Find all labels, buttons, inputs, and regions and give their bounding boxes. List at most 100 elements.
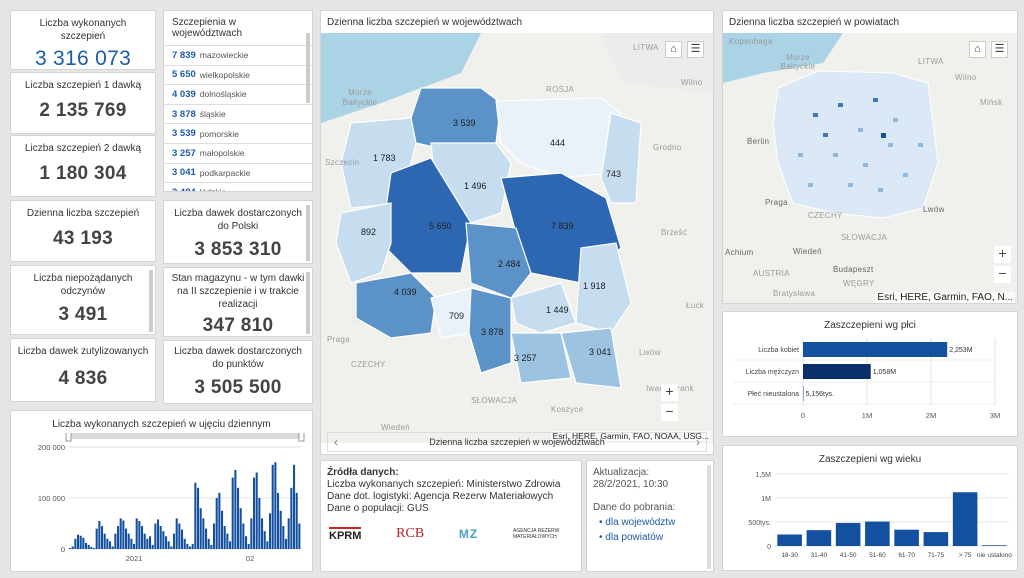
daily-bar[interactable]	[290, 487, 293, 549]
daily-bar[interactable]	[218, 492, 221, 549]
daily-bar[interactable]	[133, 543, 136, 549]
daily-bar[interactable]	[197, 487, 200, 549]
daily-bar[interactable]	[117, 526, 120, 549]
daily-bar[interactable]	[173, 533, 176, 549]
daily-bar[interactable]	[277, 492, 280, 549]
daily-bar[interactable]	[111, 546, 114, 549]
daily-bar[interactable]	[175, 518, 178, 549]
daily-bar[interactable]	[183, 538, 186, 549]
voivodeship-map[interactable]: LITWA Wilno Grodno Brześć Łuck Lwów Iwan…	[321, 33, 713, 443]
home-icon[interactable]: ⌂	[969, 41, 986, 58]
daily-bar[interactable]	[85, 542, 88, 549]
range-slider-handle-right[interactable]	[298, 433, 305, 442]
daily-bar[interactable]	[95, 528, 98, 549]
age-bar[interactable]	[894, 529, 919, 546]
daily-bar[interactable]	[114, 533, 117, 549]
zoom-in-button[interactable]: +	[661, 384, 678, 401]
daily-bar[interactable]	[167, 541, 170, 549]
daily-bar[interactable]	[87, 544, 90, 549]
download-link-voivodeships[interactable]: • dla województw	[599, 517, 676, 528]
daily-bar[interactable]	[226, 533, 229, 549]
daily-bar[interactable]	[157, 519, 160, 549]
daily-bar[interactable]	[165, 536, 168, 549]
home-icon[interactable]: ⌂	[665, 41, 682, 58]
gender-bar[interactable]	[803, 342, 948, 357]
voivodeship-list-item[interactable]: 3 878 śląskie	[164, 105, 312, 125]
link-label[interactable]: dla powiatów	[605, 532, 664, 543]
daily-bar[interactable]	[159, 526, 162, 549]
daily-bar[interactable]	[90, 546, 93, 549]
daily-bar[interactable]	[295, 492, 298, 549]
daily-bar[interactable]	[239, 508, 242, 549]
daily-bar[interactable]	[293, 464, 296, 549]
daily-bar[interactable]	[215, 498, 218, 549]
daily-bar[interactable]	[279, 510, 282, 549]
county-map[interactable]: Kopenhaga LITWA Wilno Mińsk Berlin Praga…	[723, 33, 1017, 303]
daily-bar[interactable]	[205, 528, 208, 549]
age-bar[interactable]	[835, 522, 861, 546]
daily-bar[interactable]	[255, 472, 258, 550]
chevron-left-icon[interactable]: ‹	[334, 435, 338, 449]
daily-bar[interactable]	[141, 526, 144, 549]
daily-bar[interactable]	[231, 477, 234, 549]
daily-bar[interactable]	[285, 538, 288, 549]
daily-bar[interactable]	[298, 523, 301, 550]
age-bar[interactable]	[952, 492, 978, 546]
daily-bar[interactable]	[146, 538, 149, 549]
link-label[interactable]: dla województw	[605, 517, 676, 528]
zoom-out-button[interactable]: −	[661, 404, 678, 421]
daily-bar[interactable]	[143, 533, 146, 549]
daily-bar[interactable]	[207, 538, 210, 549]
voivodeship-list-item[interactable]: 3 257 małopolskie	[164, 144, 312, 164]
daily-bar[interactable]	[237, 487, 240, 549]
daily-bar[interactable]	[210, 544, 213, 549]
daily-bar[interactable]	[109, 541, 112, 549]
daily-bar[interactable]	[229, 541, 232, 549]
voivodeship-list-item[interactable]: 3 041 podkarpackie	[164, 164, 312, 184]
daily-bar[interactable]	[82, 537, 85, 549]
daily-bar[interactable]	[71, 546, 74, 549]
age-bar[interactable]	[865, 521, 890, 546]
daily-bar[interactable]	[74, 538, 77, 549]
daily-bar[interactable]	[162, 531, 165, 549]
zoom-out-button[interactable]: −	[994, 266, 1011, 283]
daily-bar[interactable]	[271, 464, 274, 549]
daily-bar[interactable]	[269, 513, 272, 549]
voivodeship-list-item[interactable]: 4 039 dolnośląskie	[164, 85, 312, 105]
daily-bar[interactable]	[191, 543, 194, 549]
daily-bar[interactable]	[151, 544, 154, 549]
voivodeship-list-item[interactable]: 5 650 wielkopolskie	[164, 66, 312, 86]
range-slider-handle-left[interactable]	[65, 433, 72, 442]
daily-bar[interactable]	[122, 520, 125, 549]
gender-bar[interactable]	[803, 364, 871, 379]
daily-bar[interactable]	[266, 541, 269, 549]
daily-bar[interactable]	[282, 526, 285, 549]
daily-bar[interactable]	[154, 523, 157, 550]
daily-bar[interactable]	[213, 523, 216, 550]
daily-bar[interactable]	[149, 536, 152, 549]
daily-bar[interactable]	[258, 498, 261, 549]
daily-bar[interactable]	[261, 518, 264, 549]
daily-bar[interactable]	[77, 534, 80, 549]
daily-bar[interactable]	[101, 526, 104, 549]
download-link-counties[interactable]: • dla powiatów	[599, 532, 664, 543]
daily-bar[interactable]	[79, 535, 82, 549]
gender-bar[interactable]	[803, 386, 804, 401]
daily-bar[interactable]	[93, 547, 96, 549]
layer-list-icon[interactable]: ☰	[687, 41, 704, 58]
daily-bar[interactable]	[178, 523, 181, 550]
zoom-in-button[interactable]: +	[994, 246, 1011, 263]
daily-bar[interactable]	[189, 546, 192, 549]
daily-bar[interactable]	[130, 538, 133, 549]
scrollbar[interactable]	[707, 465, 711, 569]
daily-bar[interactable]	[263, 531, 266, 549]
daily-bar[interactable]	[125, 528, 128, 549]
layer-list-icon[interactable]: ☰	[991, 41, 1008, 58]
age-bar[interactable]	[923, 532, 949, 546]
daily-bar[interactable]	[127, 533, 130, 549]
voivodeship-list-item[interactable]: 2 484 łódzkie	[164, 183, 312, 191]
daily-bar[interactable]	[106, 538, 109, 549]
daily-bar[interactable]	[186, 543, 189, 549]
range-slider-track[interactable]	[69, 433, 301, 439]
daily-bar[interactable]	[287, 518, 290, 549]
